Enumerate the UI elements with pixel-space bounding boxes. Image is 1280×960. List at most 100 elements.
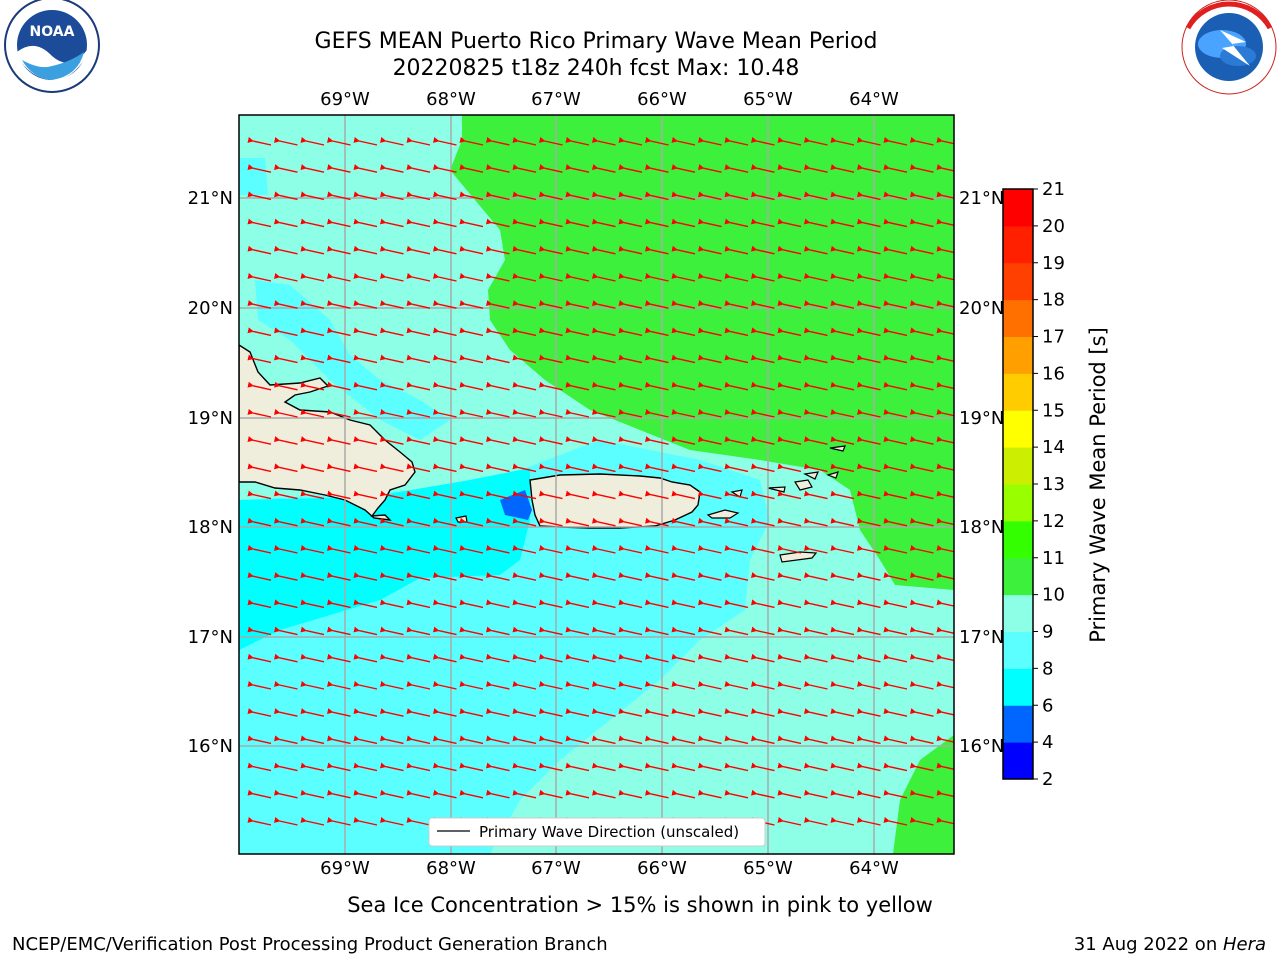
wave-arrow (671, 626, 696, 636)
wave-arrow (856, 327, 881, 337)
wave-arrow (883, 218, 908, 228)
wave-arrow (936, 544, 954, 553)
wave-arrow (830, 762, 855, 772)
wave-arrow (697, 490, 722, 500)
wave-arrow (565, 708, 590, 717)
wave-arrow (777, 381, 802, 391)
wave-arrow (856, 191, 881, 201)
colorbar-tick-label: 20 (1042, 216, 1065, 237)
wave-arrow (883, 191, 908, 201)
colorbar-swatch (1003, 594, 1033, 633)
wave-arrow (591, 490, 616, 500)
wave-arrow (326, 490, 351, 500)
wave-arrow (830, 490, 855, 500)
wave-arrow (432, 544, 457, 554)
wave-arrow (432, 680, 457, 690)
wave-arrow (618, 272, 643, 282)
wave-arrow (777, 599, 802, 609)
wave-arrow (644, 300, 669, 309)
wave-arrow (909, 300, 934, 309)
wave-arrow (909, 272, 934, 282)
wave-arrow (724, 436, 749, 445)
wave-arrow (591, 544, 616, 554)
wave-arrow (777, 408, 802, 418)
wave-arrow (485, 735, 510, 745)
wave-arrow (883, 300, 908, 309)
wave-arrow (353, 164, 378, 173)
wave-arrow (565, 436, 590, 445)
wave-arrow (671, 354, 696, 364)
wave-arrow (247, 544, 272, 554)
wave-arrow (830, 354, 855, 364)
wave-arrow (512, 762, 537, 772)
wave-arrow (300, 599, 325, 609)
wave-arrow (856, 816, 881, 826)
wave-arrow (406, 164, 431, 173)
wave-arrow (273, 544, 298, 554)
wave-arrow (432, 300, 457, 309)
wave-arrow (671, 789, 696, 799)
wave-arrow (300, 517, 325, 527)
lon-labels-bottom: 69°W 68°W 67°W 66°W 65°W 64°W (320, 858, 899, 879)
wave-arrow (326, 191, 351, 201)
wave-arrow (406, 599, 431, 609)
wave-arrow (618, 599, 643, 609)
wave-arrow (883, 327, 908, 337)
wave-arrow (485, 164, 510, 173)
wave-arrow (697, 136, 722, 146)
wave-arrow (671, 272, 696, 282)
wave-arrow (591, 436, 616, 445)
wave-arrow (353, 816, 378, 826)
wave-arrow (406, 245, 431, 255)
lon-label: 66°W (637, 89, 687, 110)
wave-arrow (459, 708, 484, 717)
wave-arrow (512, 436, 537, 445)
wave-arrow (565, 136, 590, 146)
wave-arrow (618, 572, 643, 581)
colorbar-tick-label: 14 (1042, 437, 1065, 458)
wave-arrow (326, 436, 351, 445)
wave-arrow (697, 626, 722, 636)
wave-arrow (644, 191, 669, 201)
wave-arrow (750, 708, 775, 717)
wave-arrow (459, 490, 484, 500)
wave-arrow (406, 272, 431, 282)
wave-arrow (697, 544, 722, 554)
wave-arrow (379, 626, 404, 636)
wave-arrow (936, 463, 954, 471)
wave-arrow (538, 517, 563, 527)
wave-arrow (803, 436, 828, 445)
lat-label: 17°N (959, 627, 1004, 648)
wave-arrow (432, 708, 457, 717)
wave-arrow (512, 300, 537, 309)
wave-arrow (883, 463, 908, 473)
wave-arrow (565, 680, 590, 690)
colorbar-swatch (1003, 262, 1033, 301)
wave-arrow (538, 245, 563, 255)
wave-arrow (750, 735, 775, 745)
wave-arrow (538, 680, 563, 690)
wave-arrow (326, 272, 351, 282)
wave-arrow (326, 816, 351, 826)
wave-arrow (803, 762, 828, 772)
wave-arrow (459, 762, 484, 772)
wave-arrow (273, 816, 298, 826)
wave-arrow (856, 490, 881, 500)
wave-arrow (247, 245, 272, 255)
wave-arrow (803, 789, 828, 799)
wave-arrow (512, 327, 537, 337)
wave-arrow (644, 381, 669, 391)
lon-label: 68°W (426, 858, 476, 879)
wave-arrow (247, 572, 272, 581)
wave-arrow (273, 191, 298, 201)
wave-arrow (803, 136, 828, 146)
wave-arrow (830, 735, 855, 745)
wave-arrow (671, 408, 696, 418)
colorbar-tick-label: 21 (1042, 179, 1065, 200)
wave-arrow (273, 164, 298, 173)
wave-arrow (432, 789, 457, 799)
wave-arrow (512, 272, 537, 282)
wave-arrow (724, 735, 749, 745)
wave-arrow (379, 218, 404, 228)
wave-arrow (459, 626, 484, 636)
